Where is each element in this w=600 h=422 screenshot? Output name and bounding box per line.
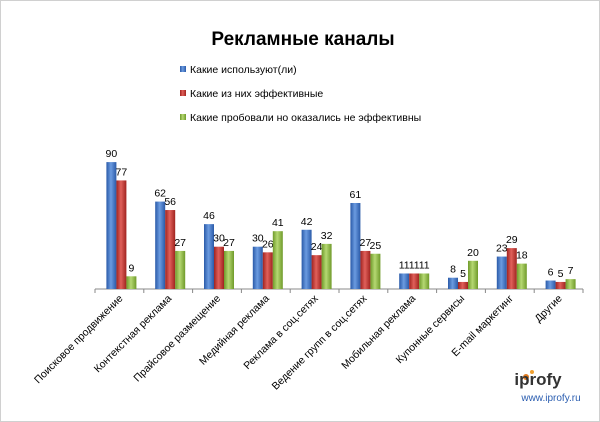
legend-entry-used: Какие используют(ли) [180,64,297,76]
data-label-effective: 5 [558,268,564,280]
legend-entry-effective: Какие из них эффективные [180,88,323,100]
legend-swatch-used [180,66,186,72]
bar-used [204,224,214,289]
data-label-used: 46 [203,210,215,222]
bar-tried [321,243,332,289]
bar-effective [555,281,566,289]
data-label-used: 62 [154,188,166,200]
x-tick-label: Другие [532,293,564,325]
x-tick-label: Ведение групп в соц.сетях [270,292,370,392]
logo-mark-icon [523,370,534,380]
bar-effective [360,250,371,289]
data-label-tried: 27 [223,237,235,249]
logo: iprofy www.iprofy.ru [514,370,581,404]
bar-tried [272,231,283,289]
bar-tried [126,276,137,289]
data-label-tried: 32 [321,230,333,242]
bar-tried [565,279,576,289]
logo-url[interactable]: www.iprofy.ru [520,393,580,404]
legend: Какие используют(ли) Какие из них эффект… [180,64,421,124]
data-label-tried: 11 [419,259,430,271]
data-label-effective: 24 [311,241,323,253]
bar-tried [419,273,430,289]
bar-used [496,256,507,289]
data-label-used: 8 [450,264,456,276]
bar-used [252,246,263,289]
data-label-used: 23 [496,243,508,255]
legend-label-used: Какие используют(ли) [190,64,297,76]
legend-label-effective: Какие из них эффективные [190,88,323,100]
bar-effective [409,273,420,289]
legend-label-tried: Какие пробовали но оказались не эффектив… [190,112,421,124]
data-label-used: 61 [350,189,362,201]
data-label-effective: 29 [506,234,518,246]
data-label-tried: 20 [467,247,479,259]
data-label-used: 6 [548,267,554,279]
data-label-tried: 27 [174,237,186,249]
data-label-tried: 18 [516,250,528,262]
bar-tried [224,250,234,289]
data-label-effective: 11 [409,259,420,271]
legend-entry-tried: Какие пробовали но оказались не эффектив… [180,112,421,124]
bar-effective [214,246,224,289]
x-tick-label: Прайсовое размещение [131,293,223,385]
data-label-used: 90 [106,148,118,160]
x-tick-label: Поисковое продвижение [32,293,126,387]
bar-tried [516,263,527,289]
logo-brand: iprofy [514,370,562,389]
bar-effective [165,210,176,289]
chart-title: Рекламные каналы [211,29,394,50]
bar-effective [116,180,127,289]
data-label-tried: 25 [370,240,382,252]
bar-used [106,162,117,289]
data-label-tried: 7 [568,265,574,277]
data-label-tried: 9 [128,262,134,274]
bar-used [155,201,166,289]
bar-used [301,229,312,289]
legend-swatch-tried [180,114,186,120]
bar-effective [506,248,517,289]
data-label-effective: 56 [164,196,176,208]
data-label-effective: 5 [460,268,466,280]
bar-used [448,277,458,289]
bar-effective [262,252,273,289]
data-label-effective: 26 [262,238,274,250]
bar-tried [370,253,381,289]
bar-used [545,280,556,289]
legend-swatch-effective [180,90,186,96]
bar-effective [311,255,322,289]
data-label-effective: 27 [360,237,372,249]
data-label-used: 42 [301,216,313,228]
data-label-used: 11 [399,259,410,271]
data-label-effective: 30 [213,233,225,245]
data-label-used: 30 [252,233,264,245]
data-label-tried: 41 [272,217,284,229]
bar-tried [468,260,478,289]
bar-used [399,273,410,289]
bar-effective [458,281,468,289]
data-label-effective: 77 [116,166,128,178]
bar-tried [175,250,186,289]
bar-used [350,202,361,289]
